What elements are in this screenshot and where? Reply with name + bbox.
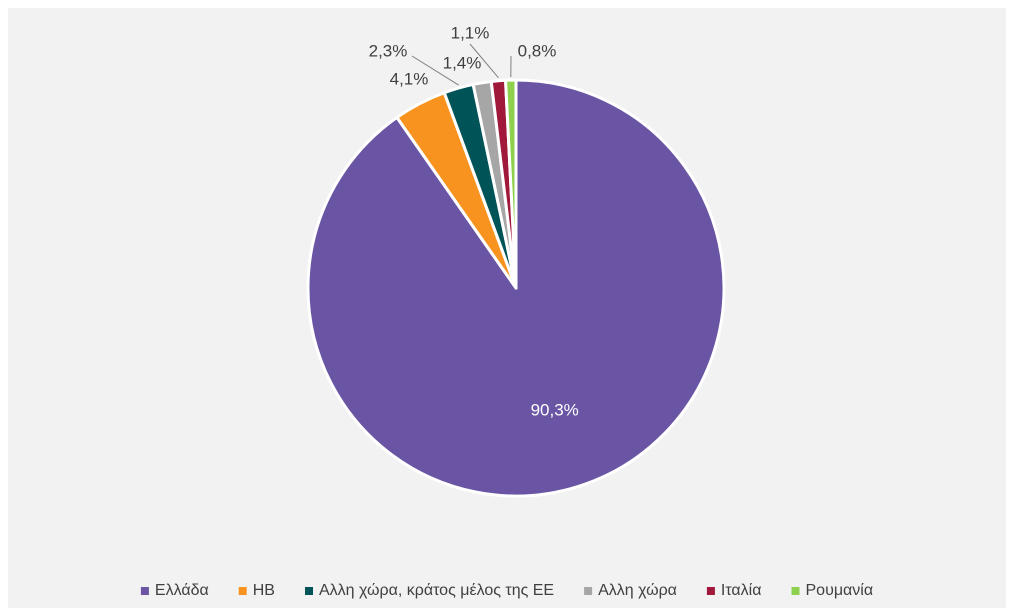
legend-label-5: Ιταλία <box>721 582 762 599</box>
legend-swatch-5 <box>706 587 715 595</box>
legend-label-2: ΗΒ <box>253 582 275 599</box>
data-label-1: 90,3% <box>531 400 579 419</box>
leader-line-3 <box>411 55 459 86</box>
legend-label-6: Ρουμανία <box>806 582 874 599</box>
pie-slice-6 <box>504 78 518 290</box>
legend-label-4: Αλλη χώρα <box>598 582 677 599</box>
data-label-6: 0,8% <box>518 41 557 60</box>
legend-swatch-1 <box>140 587 149 595</box>
legend-label-1: Ελλάδα <box>155 582 209 599</box>
data-label-4: 1,4% <box>443 53 482 72</box>
data-label-3: 2,3% <box>369 41 408 60</box>
legend-swatch-6 <box>791 587 800 595</box>
data-label-5: 1,1% <box>451 23 490 42</box>
data-label-2: 4,1% <box>390 69 429 88</box>
legend-swatch-2 <box>238 587 247 595</box>
legend-label-3: Αλλη χώρα, κράτος μέλος της ΕΕ <box>319 582 554 599</box>
legend-swatch-4 <box>584 587 593 595</box>
legend-swatch-3 <box>305 587 313 595</box>
leader-line-5 <box>469 43 499 79</box>
